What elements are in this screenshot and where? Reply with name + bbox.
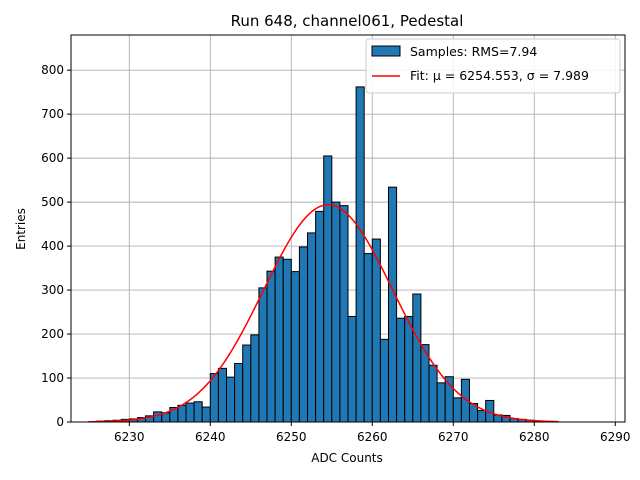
histogram-bar bbox=[185, 402, 195, 423]
histogram-bar bbox=[379, 338, 389, 423]
x-axis-label: ADC Counts bbox=[311, 451, 383, 465]
x-tick-label: 6280 bbox=[519, 430, 550, 444]
legend-histogram-swatch bbox=[371, 45, 401, 57]
histogram-bar bbox=[404, 315, 414, 423]
histogram-bar bbox=[234, 363, 244, 423]
histogram-bar bbox=[153, 411, 163, 423]
y-axis-ticks: 0 100 200 300 400 500 600 700 800 bbox=[41, 63, 71, 429]
histogram-bar bbox=[355, 86, 365, 423]
legend-fit-label: Fit: μ = 6254.553, σ = 7.989 bbox=[410, 68, 589, 83]
histogram-bar bbox=[315, 210, 325, 423]
histogram-bars bbox=[88, 86, 551, 423]
y-tick-label: 0 bbox=[56, 415, 64, 429]
y-tick-label: 500 bbox=[41, 195, 64, 209]
legend: Samples: RMS=7.94 Fit: μ = 6254.553, σ =… bbox=[365, 38, 621, 94]
gaussian-fit-line bbox=[88, 204, 559, 423]
x-tick-label: 6260 bbox=[357, 430, 388, 444]
plot-frame bbox=[70, 34, 626, 423]
y-tick-label: 400 bbox=[41, 239, 64, 253]
histogram-bar bbox=[282, 258, 292, 423]
histogram-bar bbox=[226, 376, 236, 423]
y-tick-label: 800 bbox=[41, 63, 64, 77]
histogram-bar bbox=[387, 186, 398, 423]
histogram-bar bbox=[290, 271, 300, 423]
histogram-bar bbox=[323, 155, 333, 423]
y-tick-label: 300 bbox=[41, 283, 64, 297]
histogram-bar bbox=[371, 238, 381, 423]
x-tick-label: 6290 bbox=[600, 430, 631, 444]
histogram-bar bbox=[428, 364, 438, 423]
y-tick-label: 200 bbox=[41, 327, 64, 341]
chart-title: Run 648, channel061, Pedestal bbox=[231, 12, 464, 30]
histogram-bar bbox=[274, 256, 284, 423]
x-tick-label: 6250 bbox=[276, 430, 307, 444]
histogram-bar bbox=[452, 397, 462, 423]
x-tick-label: 6240 bbox=[195, 430, 226, 444]
histogram-bar bbox=[258, 287, 268, 423]
histogram-bar bbox=[339, 205, 349, 423]
histogram-bar bbox=[396, 317, 406, 423]
histogram-bar bbox=[266, 270, 276, 423]
histogram-bar bbox=[307, 232, 317, 423]
histogram-bar bbox=[436, 382, 446, 423]
y-tick-label: 700 bbox=[41, 107, 64, 121]
histogram-bar bbox=[298, 246, 309, 423]
histogram-bar bbox=[201, 406, 211, 423]
y-axis-label: Entries bbox=[14, 208, 28, 250]
x-axis-ticks: 6230 6240 6250 6260 6270 6280 6290 bbox=[114, 422, 631, 444]
y-tick-label: 600 bbox=[41, 151, 64, 165]
histogram-bar bbox=[193, 401, 203, 423]
y-tick-label: 100 bbox=[41, 371, 64, 385]
histogram-bar bbox=[242, 344, 252, 423]
x-tick-label: 6270 bbox=[438, 430, 469, 444]
histogram-bar bbox=[477, 410, 487, 423]
x-tick-label: 6230 bbox=[114, 430, 145, 444]
legend-box bbox=[365, 38, 621, 94]
histogram-bar bbox=[209, 373, 219, 423]
histogram-bar bbox=[217, 367, 228, 423]
histogram-bar bbox=[331, 201, 341, 423]
histogram-bar bbox=[347, 315, 357, 423]
histogram-bar bbox=[363, 253, 373, 423]
legend-histogram-label: Samples: RMS=7.94 bbox=[410, 44, 537, 59]
histogram-bar bbox=[250, 334, 260, 423]
histogram-bar bbox=[412, 293, 422, 423]
histogram-bar bbox=[177, 404, 187, 423]
